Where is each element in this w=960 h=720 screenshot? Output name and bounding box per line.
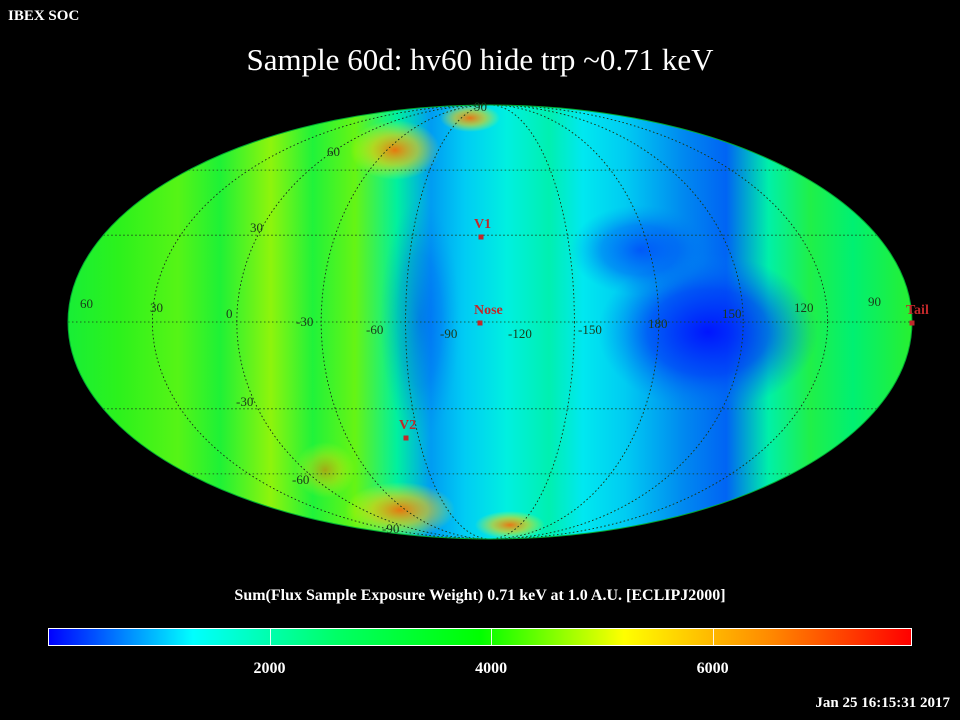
latitude-label: 60 xyxy=(327,144,340,159)
latitude-label: -90 xyxy=(382,521,399,536)
meridian-line xyxy=(236,105,744,539)
marker-label: Nose xyxy=(474,303,503,318)
marker-label: Tail xyxy=(906,303,929,318)
longitude-label: -30 xyxy=(296,314,313,329)
longitude-label: 180 xyxy=(648,316,668,331)
latitude-label: 30 xyxy=(250,220,263,235)
colorbar-tick-label: 6000 xyxy=(696,660,729,677)
colorbar-tick-label: 4000 xyxy=(475,660,508,677)
latitude-label: -60 xyxy=(292,472,309,487)
latitude-label: 90 xyxy=(474,99,487,114)
longitude-label: -90 xyxy=(440,326,457,341)
sky-map: 60 30 0 -30 -60 -90 -120 -150 180 150 120 90 90 60 30… xyxy=(67,99,929,540)
longitude-label: 150 xyxy=(722,306,742,321)
colorbar-tick xyxy=(712,628,714,646)
longitude-label: 120 xyxy=(794,300,814,315)
meridian-line xyxy=(405,105,575,539)
longitude-label: -150 xyxy=(578,322,602,337)
longitude-label: 60 xyxy=(80,296,93,311)
longitude-label: 0 xyxy=(226,306,233,321)
marker-dot xyxy=(478,234,484,240)
colorbar-title: Sum(Flux Sample Exposure Weight) 0.71 ke… xyxy=(234,587,726,604)
colorbar xyxy=(48,628,912,646)
timestamp: Jan 25 16:15:31 2017 xyxy=(815,695,950,711)
map-title: Sample 60d: hv60 hide trp ~0.71 keV xyxy=(246,42,714,77)
longitude-label: 90 xyxy=(868,294,881,309)
colorbar-tick-label: 2000 xyxy=(253,660,286,677)
colorbar-tick xyxy=(269,628,271,646)
longitude-label: -120 xyxy=(508,326,532,341)
marker-dot xyxy=(403,435,409,441)
marker-dot xyxy=(909,320,915,326)
corner-label: IBEX SOC xyxy=(8,8,80,24)
longitude-label: -60 xyxy=(366,322,383,337)
longitude-label: 30 xyxy=(150,300,163,315)
marker-dot xyxy=(477,320,483,326)
latitude-label: -30 xyxy=(236,394,253,409)
marker-label: V1 xyxy=(474,217,491,232)
marker-label: V2 xyxy=(399,418,416,433)
colorbar-tick xyxy=(491,628,493,646)
